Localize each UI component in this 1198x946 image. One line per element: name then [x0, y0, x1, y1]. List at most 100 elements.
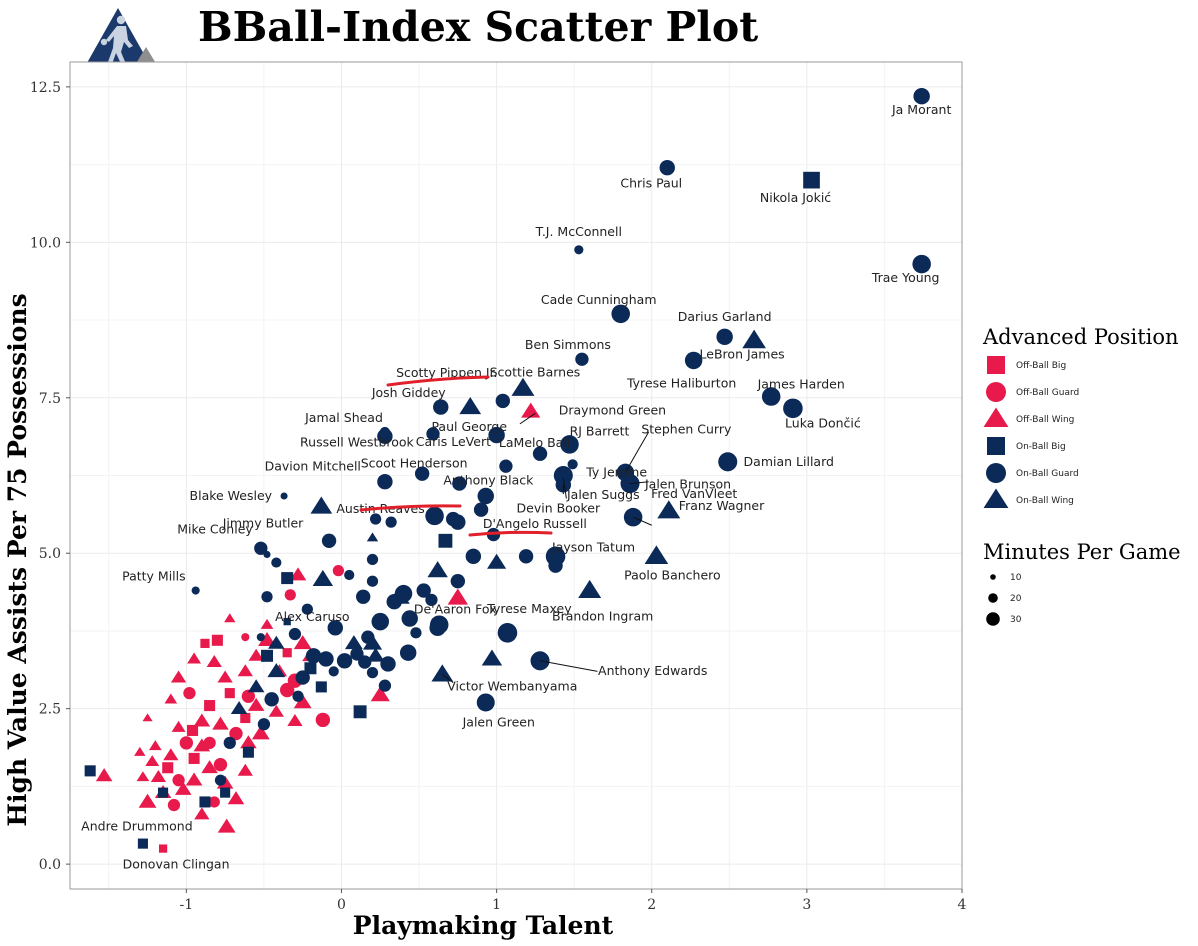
data-point: [284, 589, 296, 601]
data-point: [473, 502, 489, 517]
y-tick-label: 7.5: [39, 391, 61, 407]
data-point-lamelo-ball: [488, 426, 505, 444]
data-point: [305, 648, 322, 664]
point-label-d-angelo-russell: D'Angelo Russell: [483, 516, 587, 531]
data-point-james-harden: [761, 387, 781, 406]
data-point: [386, 594, 402, 610]
point-label-davion-mitchell: Davion Mitchell: [265, 459, 361, 474]
data-point-jayson-tatum: [545, 546, 566, 567]
data-point: [142, 713, 153, 722]
data-point: [366, 647, 385, 662]
data-point-damian-lillard: [718, 452, 738, 472]
x-tick-label: -1: [180, 897, 194, 913]
leader-line-fred-vanvleet: [632, 516, 652, 526]
data-point: [487, 553, 507, 569]
data-point-victor-wembanyama: [431, 664, 454, 682]
data-point: [158, 787, 169, 798]
data-point-mike-conley: [254, 541, 268, 555]
point-label-draymond-green: Draymond Green: [559, 402, 666, 417]
data-point-jalen-brunson: [620, 474, 640, 494]
data-point: [223, 736, 236, 750]
point-label-jayson-tatum: Jayson Tatum: [551, 539, 635, 554]
data-point: [267, 663, 286, 678]
data-point: [237, 763, 253, 776]
data-point: [193, 738, 211, 752]
point-label-brandon-ingram: Brandon Ingram: [552, 609, 653, 624]
data-point: [260, 618, 274, 629]
data-point: [188, 752, 200, 764]
x-tick-label: 0: [337, 897, 346, 913]
leader-line-draymond-green: [519, 412, 536, 425]
data-point: [380, 656, 396, 672]
data-point: [150, 770, 167, 783]
chart-title: BBall-Index Scatter Plot: [198, 3, 758, 51]
data-point: [240, 735, 257, 749]
basketball-player-logo-icon: [83, 8, 160, 70]
data-point: [211, 634, 223, 646]
x-tick-label: 1: [492, 897, 501, 913]
data-point: [370, 686, 390, 702]
point-label-trae-young: Trae Young: [871, 270, 940, 285]
x-tick-label: 3: [802, 897, 811, 913]
data-point: [280, 682, 295, 698]
data-point: [261, 591, 273, 603]
data-point: [327, 620, 343, 636]
data-point: [214, 774, 227, 786]
data-point-tyrese-maxey: [497, 623, 518, 643]
leader-line-anthony-edwards: [539, 660, 598, 672]
data-point: [95, 768, 113, 782]
data-point-de-aaron-fox: [429, 615, 449, 634]
data-point: [416, 583, 431, 598]
data-point-trae-young: [912, 254, 931, 274]
data-point-luka-doncic: [783, 398, 803, 419]
y-axis-ticks: 0.0 2.5 5.0 7.5 10.0 12.5: [30, 80, 70, 873]
leader-line-victor-wembanyama: [442, 674, 454, 683]
point-label-lamelo-ball: LaMelo Ball: [499, 435, 570, 450]
data-point-cade-cunningham: [611, 304, 630, 324]
data-point: [148, 740, 162, 751]
data-point-lebron-james: [742, 329, 766, 349]
data-point-donovan-clingan: [158, 844, 168, 853]
data-point: [268, 635, 285, 649]
point-label-paul-george: Paul George: [431, 419, 507, 434]
y-axis-label: High Value Assists Per 75 Possessions: [3, 293, 32, 826]
data-point: [187, 724, 199, 736]
point-label-russell-westbrook: Russell Westbrook: [300, 434, 415, 449]
leader-line-jalen-brunson: [629, 481, 649, 485]
data-point-caris-levert: [426, 427, 440, 441]
data-point-ty-jerome: [567, 459, 578, 470]
data-point: [366, 532, 379, 542]
size-legend-label-20: 20: [1010, 594, 1022, 604]
data-point: [172, 774, 185, 787]
y-tick-label: 10.0: [30, 235, 61, 251]
y-tick-label: 2.5: [39, 702, 61, 718]
data-point: [220, 787, 231, 798]
data-point: [287, 714, 303, 727]
point-label-darius-garland: Darius Garland: [678, 309, 772, 324]
data-point: [356, 589, 371, 604]
data-point: [167, 798, 181, 812]
point-label-josh-giddey: Josh Giddey: [371, 385, 446, 400]
data-point: [212, 716, 229, 730]
legend-label-on-ball-guard: On-Ball Guard: [1016, 469, 1079, 479]
data-point: [257, 718, 271, 731]
data-point: [199, 796, 211, 808]
x-axis-ticks: -1 0 1 2 3 4: [180, 889, 967, 913]
data-point: [282, 648, 292, 658]
label-leader-lines: [442, 412, 652, 683]
point-label-chris-paul: Chris Paul: [620, 176, 682, 191]
data-point-ja-morant: [913, 87, 930, 105]
data-point: [229, 726, 243, 741]
data-point-jalen-suggs: [555, 477, 572, 493]
data-point: [145, 755, 160, 767]
data-point-russell-westbrook: [377, 428, 393, 445]
data-point: [134, 746, 146, 756]
data-point-jalen-green: [476, 693, 495, 712]
y-tick-label: 0.0: [39, 857, 61, 873]
point-label-patty-mills: Patty Mills: [122, 569, 186, 584]
data-point: [217, 818, 236, 833]
data-point: [289, 567, 307, 581]
data-point: [532, 446, 548, 461]
data-point-austin-reaves: [425, 506, 444, 526]
